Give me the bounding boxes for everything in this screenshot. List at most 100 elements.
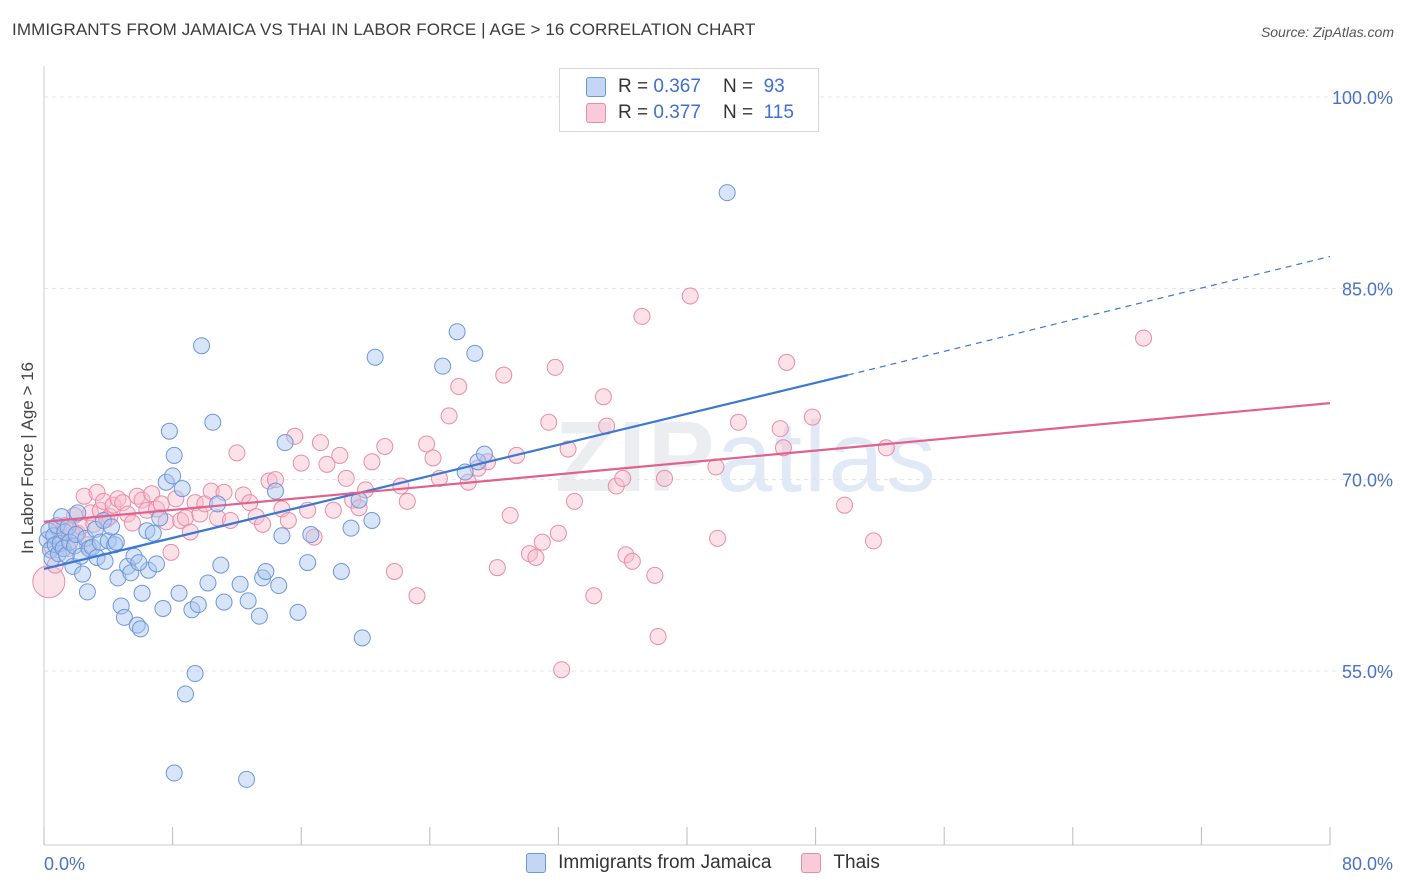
thai-point bbox=[546, 358, 564, 376]
legend-row-jamaica: R = 0.367 N = 93 bbox=[586, 75, 785, 99]
jamaica-points bbox=[38, 184, 736, 788]
jamaica-point bbox=[353, 629, 371, 647]
thai-point bbox=[729, 413, 747, 431]
jamaica-point bbox=[160, 422, 178, 440]
jamaica-point bbox=[199, 574, 217, 592]
legend-n-value-thai: 115 bbox=[763, 102, 794, 123]
thai-point bbox=[123, 514, 141, 532]
source-label: Source: ZipAtlas.com bbox=[1260, 24, 1394, 40]
jamaica-point bbox=[107, 533, 125, 551]
legend-n-value-jamaica: 93 bbox=[763, 76, 785, 97]
legend-r-value-jamaica: 0.367 bbox=[653, 76, 701, 97]
jamaica-point bbox=[165, 764, 183, 782]
jamaica-point bbox=[332, 563, 350, 581]
thai-point bbox=[292, 454, 310, 472]
jamaica-point bbox=[212, 556, 230, 574]
jamaica-point bbox=[239, 592, 257, 610]
thai-point bbox=[655, 469, 673, 487]
thai-point bbox=[450, 378, 468, 396]
thai-point bbox=[191, 505, 209, 523]
jamaica-point bbox=[157, 473, 175, 491]
thai-point bbox=[228, 444, 246, 462]
jamaica-point bbox=[56, 523, 74, 541]
series-swatch-thai bbox=[801, 853, 822, 873]
tick-labels: 55.0% 70.0% 85.0% 100.0% 0.0% 80.0% In Labor F… bbox=[18, 88, 1393, 874]
thai-point bbox=[774, 439, 792, 457]
chart-title: IMMIGRANTS FROM JAMAICA VS THAI IN LABOR… bbox=[12, 20, 756, 39]
thai-point bbox=[1135, 329, 1153, 347]
thai-point bbox=[88, 483, 106, 501]
jamaica-point bbox=[77, 529, 95, 547]
jamaica-point bbox=[189, 596, 207, 614]
legend-r-label: R = bbox=[618, 102, 649, 123]
thai-point bbox=[877, 439, 895, 457]
jamaica-point bbox=[131, 620, 149, 638]
thai-point bbox=[488, 559, 506, 577]
jamaica-point bbox=[250, 607, 268, 625]
thai-point bbox=[385, 563, 403, 581]
thai-point bbox=[527, 548, 545, 566]
y-tick-label: 85.0% bbox=[1342, 279, 1393, 299]
thai-point bbox=[501, 506, 519, 524]
thai-point bbox=[279, 511, 297, 529]
jamaica-point bbox=[299, 554, 317, 572]
thai-point bbox=[633, 307, 651, 325]
legend-swatch-jamaica bbox=[586, 77, 606, 97]
jamaica-point bbox=[266, 482, 284, 500]
thai-point bbox=[864, 532, 882, 550]
thai-point bbox=[75, 487, 93, 505]
legend-r-value-thai: 0.377 bbox=[653, 102, 701, 123]
series-legend-jamaica[interactable]: Immigrants from Jamaica bbox=[526, 852, 771, 874]
jamaica-point bbox=[74, 565, 92, 583]
thai-point bbox=[623, 552, 641, 570]
jamaica-point bbox=[475, 445, 493, 463]
jamaica-point bbox=[67, 526, 85, 544]
jamaica-point bbox=[276, 434, 294, 452]
thai-point bbox=[94, 492, 112, 510]
thai-point bbox=[418, 435, 436, 453]
thai-point bbox=[324, 501, 342, 519]
jamaica-point bbox=[215, 593, 233, 611]
thai-point bbox=[337, 469, 355, 487]
jamaica-point bbox=[148, 555, 166, 573]
thai-point bbox=[778, 353, 796, 371]
thai-point bbox=[614, 469, 632, 487]
y-tick-label: 55.0% bbox=[1342, 662, 1393, 682]
thai-point bbox=[305, 528, 323, 546]
thai-point bbox=[549, 524, 567, 542]
jamaica-point bbox=[144, 524, 162, 542]
thai-point bbox=[533, 533, 551, 551]
y-tick-label: 70.0% bbox=[1342, 471, 1393, 491]
thai-point bbox=[495, 366, 513, 384]
thai-point bbox=[376, 438, 394, 456]
thai-point bbox=[594, 388, 612, 406]
thai-point bbox=[172, 511, 190, 529]
series-legend-thai[interactable]: Thais bbox=[801, 852, 880, 874]
jamaica-point bbox=[434, 357, 452, 375]
jamaica-point bbox=[270, 577, 288, 595]
jamaica-point bbox=[448, 323, 466, 341]
jamaica-point bbox=[289, 603, 307, 621]
legend-row-thai: R = 0.377 N = 115 bbox=[586, 101, 794, 125]
thai-point bbox=[260, 472, 278, 490]
thai-point bbox=[559, 440, 577, 458]
jamaica-point bbox=[130, 554, 148, 572]
thai-point bbox=[709, 529, 727, 547]
y-axis-title: In Labor Force | Age > 16 bbox=[18, 362, 37, 554]
jamaica-point bbox=[176, 685, 194, 703]
thai-point bbox=[440, 407, 458, 425]
thai-point bbox=[254, 515, 272, 533]
thai-point bbox=[424, 449, 442, 467]
jamaica-point bbox=[718, 184, 736, 202]
thai-point bbox=[553, 661, 571, 679]
thai-point bbox=[649, 628, 667, 646]
thai-point bbox=[148, 500, 166, 518]
jamaica-point bbox=[466, 344, 484, 362]
thai-point bbox=[646, 566, 664, 584]
jamaica-point bbox=[78, 583, 96, 601]
jamaica-point bbox=[133, 584, 151, 602]
thai-trend-line bbox=[43, 402, 1331, 523]
thai-point bbox=[771, 420, 789, 438]
series-label-jamaica: Immigrants from Jamaica bbox=[558, 852, 772, 873]
jamaica-point bbox=[170, 584, 188, 602]
